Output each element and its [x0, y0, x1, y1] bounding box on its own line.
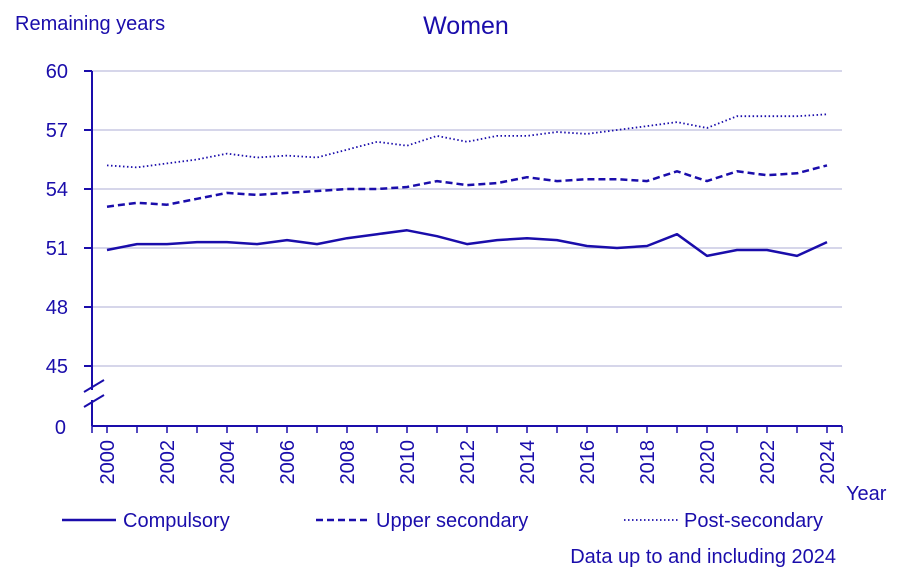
y-tick-label: 48 [46, 297, 68, 319]
x-tick-label: 2024 [817, 440, 839, 485]
x-axis-label: Year [846, 483, 887, 505]
series-line-compulsory [106, 229, 828, 258]
y-tick-label: 54 [46, 179, 68, 201]
legend: Compulsory Upper secondary Post-secondary [62, 510, 823, 532]
y-tick-label: 60 [46, 61, 68, 83]
x-tick-label: 2002 [157, 440, 179, 485]
x-tick-label: 2000 [97, 440, 119, 485]
y-axis-break-label: 0 [55, 417, 66, 439]
x-axis-ticks: 2000 2002 2004 2006 2008 2010 2012 2014 2016 2018… [91, 426, 843, 485]
x-tick-label: 2004 [217, 440, 239, 485]
y-tick-label: 51 [46, 238, 68, 260]
x-tick-label: 2020 [697, 440, 719, 485]
x-tick-label: 2012 [457, 440, 479, 485]
y-tick-label: 45 [46, 356, 68, 378]
y-tick-label: 57 [46, 120, 68, 142]
x-tick-label: 2014 [517, 440, 539, 485]
x-tick-label: 2016 [577, 440, 599, 485]
chart-title: Women [423, 12, 509, 40]
series-line-post-secondary [106, 113, 828, 169]
y-axis-break-mark-1 [83, 379, 105, 393]
legend-label-compulsory: Compulsory [123, 510, 230, 532]
legend-label-upper-secondary: Upper secondary [376, 510, 528, 532]
gridlines [92, 70, 842, 367]
y-axis-label: Remaining years [15, 13, 165, 35]
series-line-upper-secondary [106, 164, 828, 208]
x-tick-label: 2018 [637, 440, 659, 485]
data-note: Data up to and including 2024 [570, 546, 836, 568]
x-tick-label: 2006 [277, 440, 299, 485]
x-tick-label: 2008 [337, 440, 359, 485]
y-axis-ticks: 60 57 54 51 48 45 [46, 61, 92, 378]
x-tick-label: 2022 [757, 440, 779, 485]
series-lines [106, 113, 828, 258]
legend-label-post-secondary: Post-secondary [684, 510, 823, 532]
x-tick-label: 2010 [397, 440, 419, 485]
y-axis-break-mark-2 [83, 394, 105, 408]
